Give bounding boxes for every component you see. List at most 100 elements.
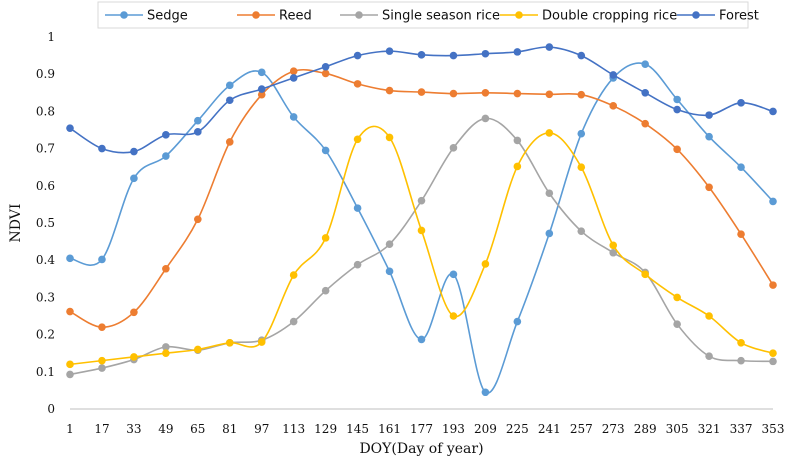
legend-box — [97, 1, 749, 29]
x-tick-label: 321 — [698, 422, 721, 436]
data-point-double-cropping-rice — [321, 234, 330, 242]
data-point-sedge — [98, 255, 106, 264]
data-point-forest — [705, 111, 713, 119]
data-point-reed — [769, 281, 777, 289]
x-tick-label: 241 — [538, 422, 561, 436]
data-point-single-season-rice — [449, 144, 458, 152]
data-point-reed — [513, 89, 522, 98]
data-point-sedge — [417, 335, 426, 344]
data-point-reed — [225, 138, 234, 146]
data-point-forest — [737, 99, 745, 107]
data-point-single-season-rice — [705, 352, 713, 360]
data-point-reed — [162, 264, 170, 273]
data-point-double-cropping-rice — [545, 129, 554, 137]
x-tick-label: 273 — [602, 422, 625, 436]
data-point-forest — [162, 131, 170, 139]
x-tick-label: 81 — [222, 422, 237, 436]
data-point-sedge — [513, 317, 522, 326]
data-point-single-season-rice — [673, 320, 681, 328]
data-point-sedge — [673, 95, 681, 104]
data-point-single-season-rice — [289, 317, 298, 326]
data-point-reed — [481, 89, 490, 97]
data-point-forest — [353, 51, 362, 60]
data-point-single-season-rice — [481, 114, 490, 123]
data-point-double-cropping-rice — [449, 312, 458, 320]
y-tick-label: 0.8 — [36, 104, 55, 118]
x-tick-label: 177 — [410, 422, 433, 436]
y-tick-label: 0.7 — [36, 142, 55, 156]
data-point-reed — [194, 215, 202, 224]
y-tick-label: 1 — [47, 30, 55, 44]
legend-label-reed: Reed — [279, 9, 312, 24]
data-point-sedge — [641, 60, 649, 68]
data-point-forest — [609, 71, 618, 79]
data-point-double-cropping-rice — [162, 349, 170, 358]
x-tick-label: 305 — [666, 422, 689, 436]
data-point-forest — [257, 85, 266, 93]
x-tick-label: 65 — [190, 422, 205, 436]
data-point-forest — [66, 124, 74, 132]
data-point-forest — [449, 51, 458, 60]
data-point-forest — [577, 51, 586, 60]
data-point-reed — [321, 69, 330, 78]
series-sedge — [66, 60, 777, 397]
x-axis-ticks: 1 17 33 49 65 81 97 113 129 145 161 177 193 209 225 241… — [66, 422, 784, 436]
x-axis-title: DOY(Day of year) — [359, 441, 483, 457]
data-point-reed — [609, 102, 618, 110]
x-tick-label: 193 — [442, 422, 465, 436]
data-point-sedge — [321, 146, 330, 155]
series-line-double-cropping-rice — [69, 125, 774, 366]
data-point-double-cropping-rice — [769, 349, 777, 358]
data-point-forest — [481, 49, 490, 58]
data-point-double-cropping-rice — [481, 260, 490, 268]
data-point-forest — [385, 47, 394, 55]
data-point-sedge — [130, 174, 138, 183]
data-point-reed — [98, 323, 106, 331]
data-point-forest — [641, 89, 649, 97]
x-tick-label: 1 — [66, 422, 74, 436]
data-point-sedge — [481, 388, 490, 397]
data-point-reed — [737, 230, 745, 238]
y-tick-label: 0.4 — [36, 253, 55, 267]
data-point-single-season-rice — [609, 248, 618, 257]
data-point-sedge — [194, 116, 202, 125]
plot-area — [66, 43, 777, 410]
data-point-double-cropping-rice — [98, 356, 106, 365]
data-point-reed — [66, 307, 74, 316]
legend-label-forest: Forest — [719, 9, 759, 24]
legend-marker-forest — [692, 11, 700, 19]
data-point-single-season-rice — [513, 136, 522, 145]
series-forest — [66, 43, 777, 156]
data-point-sedge — [289, 113, 298, 121]
data-point-double-cropping-rice — [289, 271, 298, 279]
data-point-sedge — [66, 254, 74, 263]
data-point-forest — [513, 48, 522, 56]
data-point-sedge — [769, 197, 777, 206]
data-point-reed — [353, 80, 362, 88]
legend: Sedge Reed Single season rice Double croppi… — [97, 1, 759, 29]
data-point-single-season-rice — [385, 240, 394, 249]
x-tick-label: 225 — [506, 422, 529, 436]
legend-marker-single-season-rice — [355, 11, 363, 19]
legend-label-double-cropping-rice: Double cropping rice — [542, 9, 677, 24]
x-tick-label: 17 — [94, 422, 109, 436]
data-point-forest — [194, 128, 202, 136]
data-point-double-cropping-rice — [417, 226, 426, 235]
y-tick-label: 0.9 — [36, 67, 55, 81]
data-point-single-season-rice — [98, 364, 106, 372]
legend-marker-sedge — [120, 11, 128, 19]
data-point-reed — [385, 86, 394, 95]
y-tick-label: 0.3 — [36, 290, 55, 304]
data-point-double-cropping-rice — [257, 338, 266, 346]
data-point-sedge — [449, 270, 458, 279]
x-tick-label: 129 — [314, 422, 337, 436]
series-single-season-rice — [66, 114, 777, 379]
series-line-forest — [69, 46, 774, 154]
data-point-sedge — [705, 132, 713, 141]
data-point-sedge — [737, 163, 745, 171]
legend-marker-reed — [252, 11, 260, 19]
data-point-double-cropping-rice — [705, 312, 713, 320]
legend-marker-double-cropping-rice — [515, 11, 523, 19]
data-point-double-cropping-rice — [194, 345, 202, 354]
